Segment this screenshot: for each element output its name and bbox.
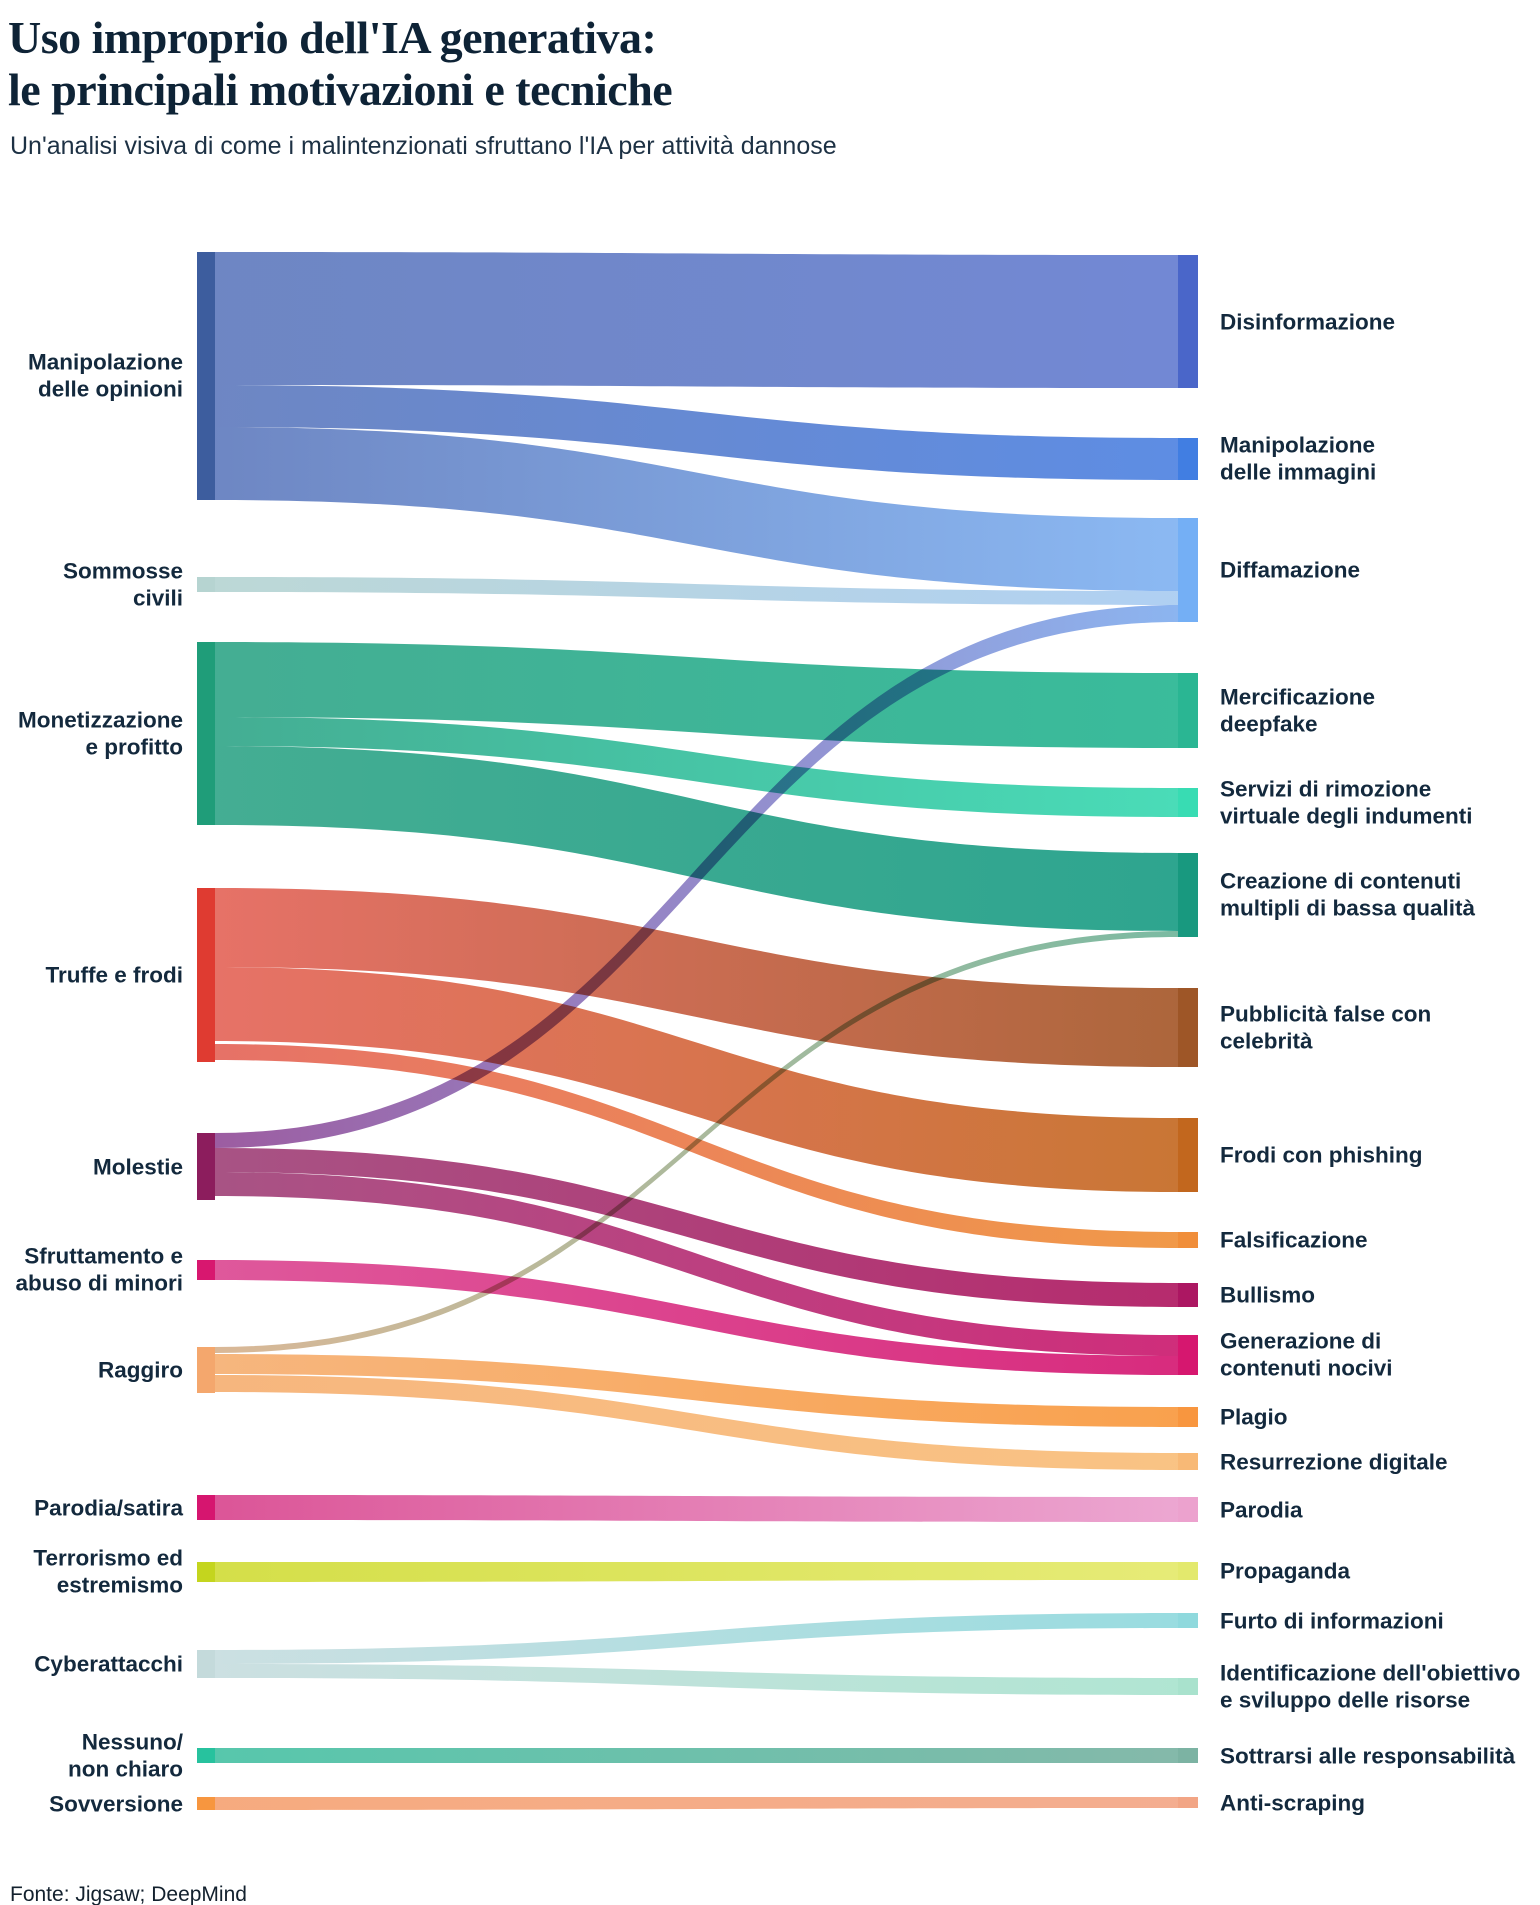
- title-line-2: le principali motivazioni e tecniche: [8, 63, 673, 115]
- node-label-resurrezione-digitale: Resurrezione digitale: [1220, 1448, 1448, 1474]
- sankey-link-monetizzazione-profitto--servizi-rimozione-indumenti: [215, 717, 1178, 817]
- sankey-link-monetizzazione-profitto--creazione-contenuti-bassa-qualita: [215, 746, 1178, 931]
- node-label-manipolazione-immagini: Manipolazione delle immagini: [1220, 432, 1377, 485]
- sankey-link-truffe-frodi--pubblicita-false-celebrita: [215, 888, 1178, 1067]
- title-line-1: Uso improprio dell'IA generativa:: [8, 12, 657, 63]
- sankey-node-pubblicita-false-celebrita: [1178, 988, 1198, 1067]
- sankey-node-parodia-satira: [197, 1495, 215, 1520]
- sankey-node-truffe-frodi: [197, 888, 215, 1062]
- node-label-bullismo: Bullismo: [1220, 1282, 1316, 1308]
- sankey-node-nessuno-non-chiaro: [197, 1748, 215, 1763]
- sankey-node-diffamazione: [1178, 518, 1198, 622]
- node-label-diffamazione: Diffamazione: [1220, 557, 1361, 583]
- sankey-node-servizi-rimozione-indumenti: [1178, 788, 1198, 817]
- node-label-identificazione-obiettivo: Identificazione dell'obiettivo e svilupp…: [1220, 1660, 1521, 1713]
- sankey-node-sommosse-civili: [197, 577, 215, 592]
- sankey-link-manipolazione-opinioni--diffamazione: [215, 427, 1178, 591]
- sankey-link-monetizzazione-profitto--mercificazione-deepfake: [215, 642, 1178, 748]
- sankey-link-terrorismo-estremismo--propaganda: [215, 1562, 1178, 1582]
- sankey-node-frodi-phishing: [1178, 1118, 1198, 1192]
- node-label-anti-scraping: Anti-scraping: [1220, 1789, 1366, 1815]
- node-label-parodia: Parodia: [1220, 1496, 1303, 1522]
- sankey-node-propaganda: [1178, 1562, 1198, 1580]
- sankey-node-sottrarsi-responsabilita: [1178, 1748, 1198, 1763]
- sankey-node-creazione-contenuti-bassa-qualita: [1178, 853, 1198, 937]
- node-label-parodia-satira: Parodia/satira: [34, 1494, 183, 1520]
- sankey-link-sfruttamento-minori--generazione-contenuti-nocivi: [215, 1260, 1178, 1375]
- node-label-truffe-frodi: Truffe e frodi: [45, 962, 183, 988]
- sankey-node-identificazione-obiettivo: [1178, 1678, 1198, 1695]
- node-label-molestie: Molestie: [92, 1153, 183, 1179]
- node-label-creazione-contenuti-bassa-qualita: Creazione di contenuti multipli di bassa…: [1220, 868, 1476, 921]
- sankey-node-generazione-contenuti-nocivi: [1178, 1335, 1198, 1375]
- node-label-furto-informazioni: Furto di informazioni: [1220, 1607, 1444, 1633]
- sankey-link-truffe-frodi--frodi-phishing: [215, 967, 1178, 1192]
- sankey-link-molestie--generazione-contenuti-nocivi: [215, 1172, 1178, 1356]
- sankey-node-parodia: [1178, 1497, 1198, 1522]
- node-label-propaganda: Propaganda: [1220, 1558, 1351, 1584]
- node-label-generazione-contenuti-nocivi: Generazione di contenuti nocivi: [1220, 1328, 1393, 1381]
- sankey-node-cyberattacchi: [197, 1650, 215, 1678]
- sankey-node-raggiro: [197, 1347, 215, 1393]
- sankey-node-sovversione: [197, 1797, 215, 1810]
- node-label-manipolazione-opinioni: Manipolazione delle opinioni: [27, 349, 183, 402]
- node-label-plagio: Plagio: [1220, 1404, 1288, 1430]
- sankey-link-manipolazione-opinioni--manipolazione-immagini: [215, 385, 1178, 480]
- node-label-cyberattacchi: Cyberattacchi: [34, 1651, 183, 1677]
- node-label-falsificazione: Falsificazione: [1220, 1227, 1368, 1253]
- sankey-link-sommosse-civili--diffamazione: [215, 577, 1178, 605]
- sankey-link-raggiro--resurrezione-digitale: [215, 1375, 1178, 1470]
- header: Uso improprio dell'IA generativa: le prin…: [8, 12, 1408, 161]
- node-label-raggiro: Raggiro: [97, 1357, 183, 1383]
- sankey-node-anti-scraping: [1178, 1797, 1198, 1808]
- sankey-node-resurrezione-digitale: [1178, 1453, 1198, 1470]
- node-label-sottrarsi-responsabilita: Sottrarsi alle responsabilità: [1220, 1742, 1516, 1768]
- node-label-servizi-rimozione-indumenti: Servizi di rimozione virtuale degli indu…: [1220, 776, 1473, 829]
- page-subtitle: Un'analisi visiva di come i malintenzion…: [10, 131, 837, 160]
- node-label-monetizzazione-profitto: Monetizzazione e profitto: [17, 707, 183, 760]
- node-label-sfruttamento-minori: Sfruttamento e abuso di minori: [15, 1243, 183, 1296]
- sankey-link-sovversione--anti-scraping: [215, 1797, 1178, 1810]
- sankey-node-monetizzazione-profitto: [197, 642, 215, 825]
- node-label-terrorismo-estremismo: Terrorismo ed estremismo: [33, 1545, 183, 1598]
- node-label-sovversione: Sovversione: [49, 1790, 183, 1816]
- sankey-link-truffe-frodi--falsificazione: [215, 1044, 1178, 1248]
- sankey-node-furto-informazioni: [1178, 1613, 1198, 1628]
- sankey-node-bullismo: [1178, 1283, 1198, 1307]
- sankey-node-disinformazione: [1178, 255, 1198, 388]
- sankey-node-sfruttamento-minori: [197, 1260, 215, 1280]
- node-label-sommosse-civili: Sommosse civili: [62, 558, 183, 611]
- sankey-node-manipolazione-opinioni: [197, 252, 215, 500]
- sankey-node-mercificazione-deepfake: [1178, 673, 1198, 748]
- sankey-link-raggiro--plagio: [215, 1354, 1178, 1427]
- sankey-link-nessuno-non-chiaro--sottrarsi-responsabilita: [215, 1748, 1178, 1763]
- sankey-link-manipolazione-opinioni--disinformazione: [215, 252, 1178, 388]
- sankey-node-manipolazione-immagini: [1178, 438, 1198, 480]
- sankey-link-cyberattacchi--identificazione-obiettivo: [215, 1664, 1178, 1695]
- page-title: Uso improprio dell'IA generativa: le prin…: [8, 12, 1408, 116]
- sankey-node-molestie: [197, 1133, 215, 1200]
- source-attribution: Fonte: Jigsaw; DeepMind: [10, 1883, 247, 1905]
- sankey-node-terrorismo-estremismo: [197, 1562, 215, 1582]
- node-label-nessuno-non-chiaro: Nessuno/ non chiaro: [67, 1729, 183, 1782]
- node-label-pubblicita-false-celebrita: Pubblicità false con celebrità: [1220, 1001, 1432, 1054]
- node-label-mercificazione-deepfake: Mercificazione deepfake: [1220, 684, 1376, 737]
- node-label-frodi-phishing: Frodi con phishing: [1220, 1142, 1423, 1168]
- sankey-link-molestie--bullismo: [215, 1148, 1178, 1307]
- sankey-link-cyberattacchi--furto-informazioni: [215, 1613, 1178, 1664]
- sankey-link-parodia-satira--parodia: [215, 1495, 1178, 1522]
- sankey-node-plagio: [1178, 1407, 1198, 1427]
- sankey-node-falsificazione: [1178, 1232, 1198, 1248]
- node-label-disinformazione: Disinformazione: [1220, 308, 1396, 334]
